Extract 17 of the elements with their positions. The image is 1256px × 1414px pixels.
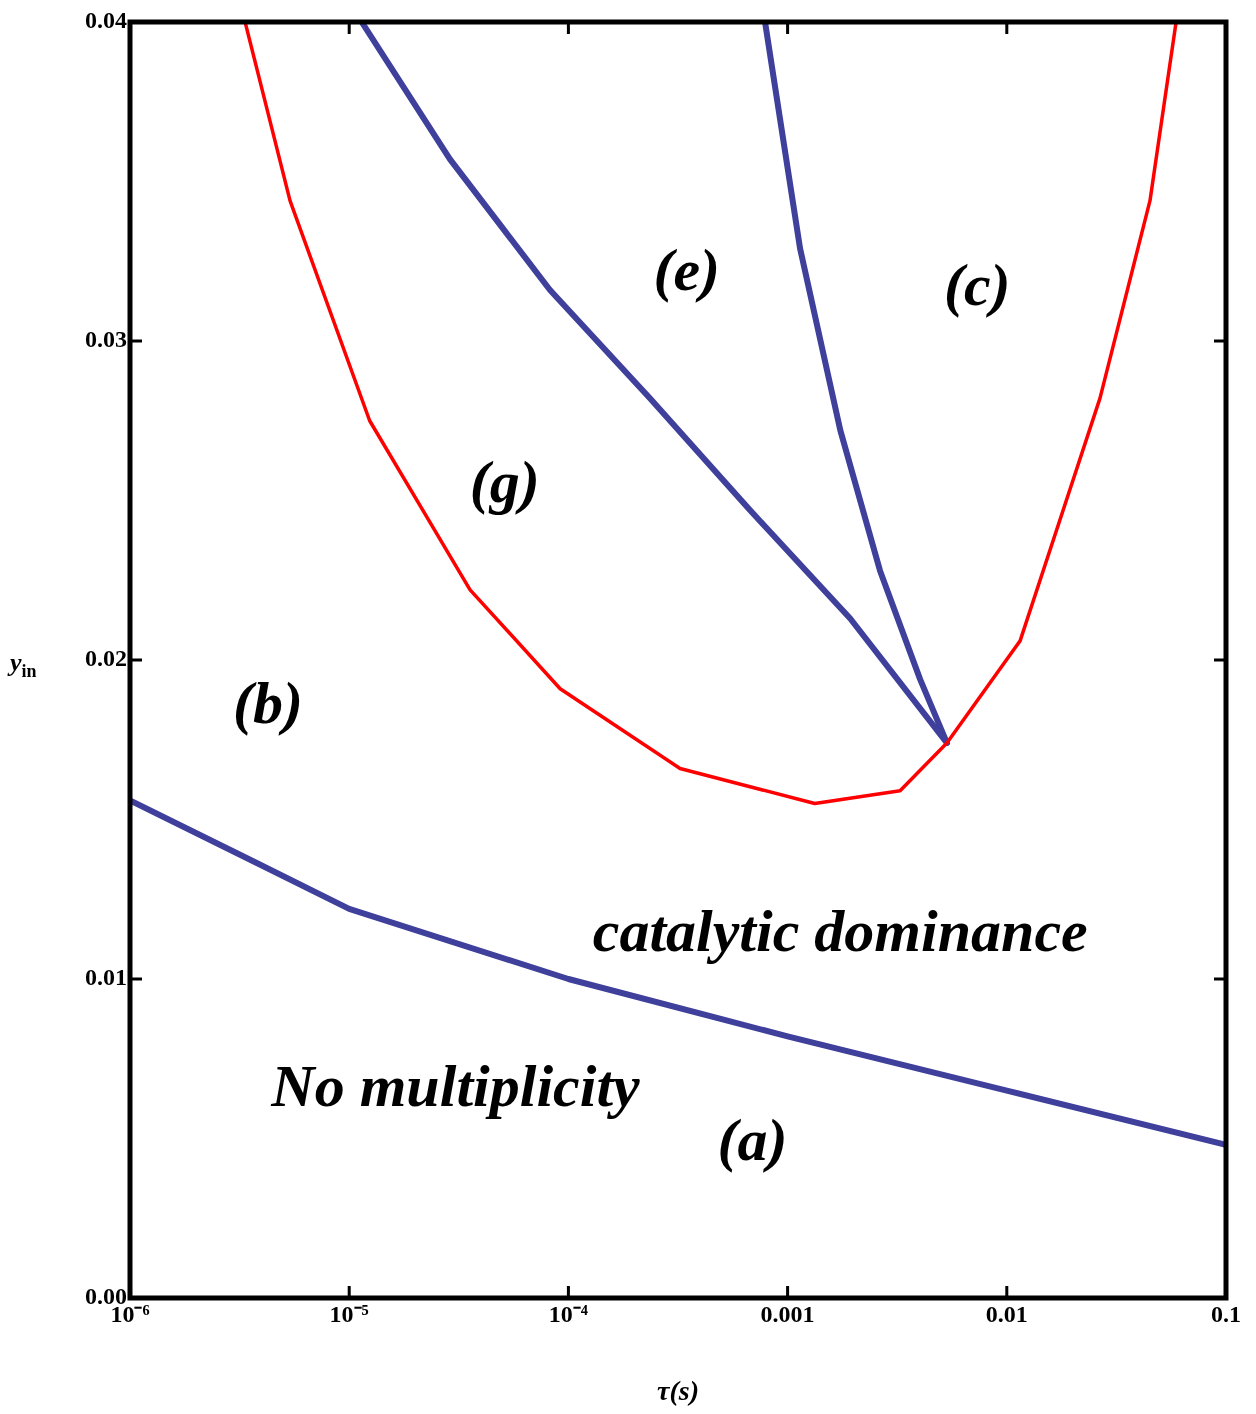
x-tick-label: 0.001	[760, 1300, 815, 1327]
y-tick-label: 0.04	[85, 7, 127, 34]
x-tick-label: 0.01	[985, 1300, 1028, 1327]
annotation: (a)	[717, 1107, 788, 1174]
y-tick-label: 0.03	[85, 326, 127, 353]
annotation: (c)	[943, 252, 1011, 319]
x-tick-label: 10⁻⁵	[329, 1300, 369, 1327]
annotation: (e)	[653, 237, 721, 304]
y-tick-label: 0.01	[85, 964, 127, 991]
x-tick-label: 0.1	[1211, 1300, 1241, 1327]
x-axis-title: τ(s)	[657, 1375, 699, 1407]
annotation: (b)	[233, 669, 304, 736]
y-tick-label: 0.02	[85, 645, 127, 672]
annotation: (g)	[469, 448, 540, 515]
x-tick-label: 10⁻⁴	[548, 1300, 588, 1327]
annotation: No multiplicity	[270, 1052, 641, 1119]
annotation: catalytic dominance	[592, 898, 1088, 965]
